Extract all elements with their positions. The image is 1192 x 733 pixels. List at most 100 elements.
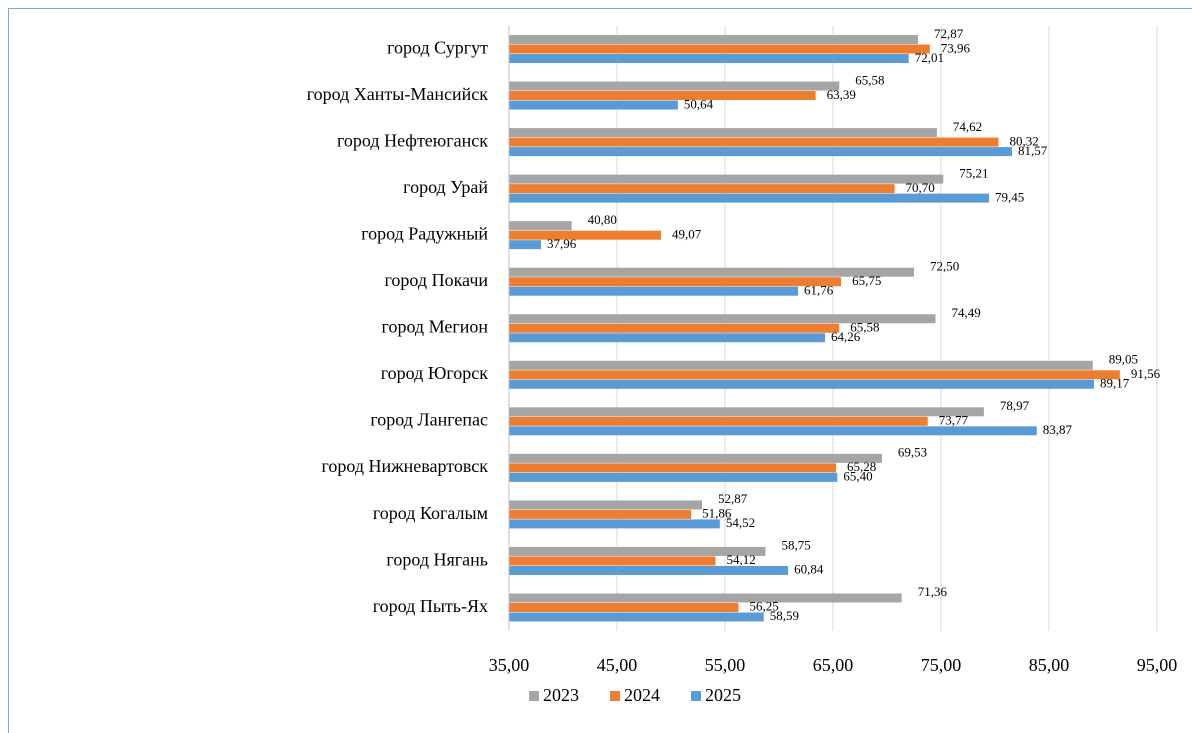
category-label: город Сургут [387, 37, 488, 57]
legend-label: 2024 [624, 685, 660, 705]
bar [509, 593, 902, 603]
value-label: 75,21 [959, 165, 988, 180]
value-label: 65,40 [843, 469, 872, 484]
value-label: 71,36 [918, 584, 948, 599]
x-tick-label: 35,00 [489, 655, 530, 675]
bar [509, 100, 678, 110]
bar [509, 35, 918, 45]
category-label: город Лангепас [370, 410, 488, 430]
bar [509, 379, 1095, 389]
bar [509, 267, 914, 277]
bar [509, 360, 1093, 370]
bar [509, 509, 692, 519]
legend-swatch [529, 691, 539, 701]
value-label: 54,52 [726, 515, 755, 530]
legend-swatch [610, 691, 620, 701]
bar [509, 91, 816, 101]
x-tick-label: 55,00 [705, 655, 746, 675]
value-label: 74,62 [953, 119, 982, 134]
bar [509, 240, 541, 250]
bar [509, 463, 837, 473]
value-label: 58,59 [770, 608, 799, 623]
value-label: 64,26 [831, 329, 861, 344]
bar [509, 453, 882, 463]
bar [509, 323, 840, 333]
category-label: город Нефтеюганск [337, 130, 488, 150]
value-label: 40,80 [588, 212, 617, 227]
bar [509, 277, 842, 287]
value-label: 61,76 [804, 282, 834, 297]
category-label: город Радужный [361, 224, 488, 244]
category-label: город Урай [403, 177, 488, 197]
bar [509, 602, 739, 612]
value-label: 81,57 [1018, 143, 1048, 158]
value-label: 69,53 [898, 445, 927, 460]
category-label: город Мегион [382, 317, 489, 337]
bar [509, 230, 661, 240]
bar [509, 416, 928, 426]
value-label: 65,58 [855, 72, 884, 87]
value-label: 83,87 [1043, 422, 1073, 437]
bar [509, 81, 840, 91]
x-tick-label: 45,00 [597, 655, 638, 675]
bar [509, 546, 766, 556]
bar [509, 147, 1012, 157]
bar [509, 426, 1037, 436]
value-label: 50,64 [684, 96, 714, 111]
value-label: 89,05 [1109, 352, 1138, 367]
bar [509, 286, 799, 296]
x-tick-label: 65,00 [813, 655, 854, 675]
value-label: 65,28 [847, 459, 876, 474]
bar [509, 314, 936, 324]
value-label: 74,49 [951, 305, 980, 320]
bar [509, 519, 720, 529]
bar [509, 500, 702, 510]
bar [509, 333, 826, 343]
value-label: 72,87 [934, 26, 964, 41]
value-label: 37,96 [547, 236, 577, 251]
legend-label: 2025 [705, 685, 741, 705]
value-label: 79,45 [995, 189, 1024, 204]
value-label: 56,25 [750, 599, 779, 614]
bar [509, 472, 838, 482]
x-tick-label: 85,00 [1029, 655, 1070, 675]
value-label: 58,75 [782, 538, 811, 553]
value-label: 49,07 [672, 226, 702, 241]
category-label: город Ханты-Мансийск [307, 84, 489, 104]
value-label: 65,58 [850, 319, 879, 334]
bar [509, 184, 895, 194]
value-label: 78,97 [1000, 398, 1030, 413]
x-tick-label: 75,00 [921, 655, 962, 675]
category-label: город Югорск [381, 363, 488, 383]
value-label: 60,84 [794, 562, 824, 577]
category-label: город Пыть-Ях [373, 596, 488, 616]
bar [509, 556, 716, 566]
value-label: 70,70 [906, 180, 935, 195]
bar [509, 370, 1120, 380]
legend-label: 2023 [543, 685, 579, 705]
bar [509, 407, 984, 417]
bar [509, 221, 572, 231]
value-label: 91,56 [1131, 366, 1161, 381]
value-label: 73,96 [941, 40, 971, 55]
value-label: 51,86 [702, 506, 732, 521]
category-label: город Нижневартовск [321, 456, 488, 476]
value-label: 54,12 [726, 552, 755, 567]
frame [8, 8, 1192, 733]
bar [509, 54, 909, 64]
bar [509, 128, 937, 138]
bar [509, 137, 999, 147]
value-label: 52,87 [718, 491, 748, 506]
bar [509, 44, 930, 54]
category-label: город Нягань [386, 549, 488, 569]
value-label: 73,77 [939, 413, 969, 428]
category-label: город Когалым [373, 503, 488, 523]
bar [509, 193, 990, 203]
value-label: 89,17 [1100, 376, 1130, 391]
value-label: 72,50 [930, 258, 959, 273]
x-tick-label: 95,00 [1137, 655, 1178, 675]
value-label: 63,39 [827, 87, 856, 102]
category-label: город Покачи [385, 270, 489, 290]
bar [509, 174, 944, 184]
